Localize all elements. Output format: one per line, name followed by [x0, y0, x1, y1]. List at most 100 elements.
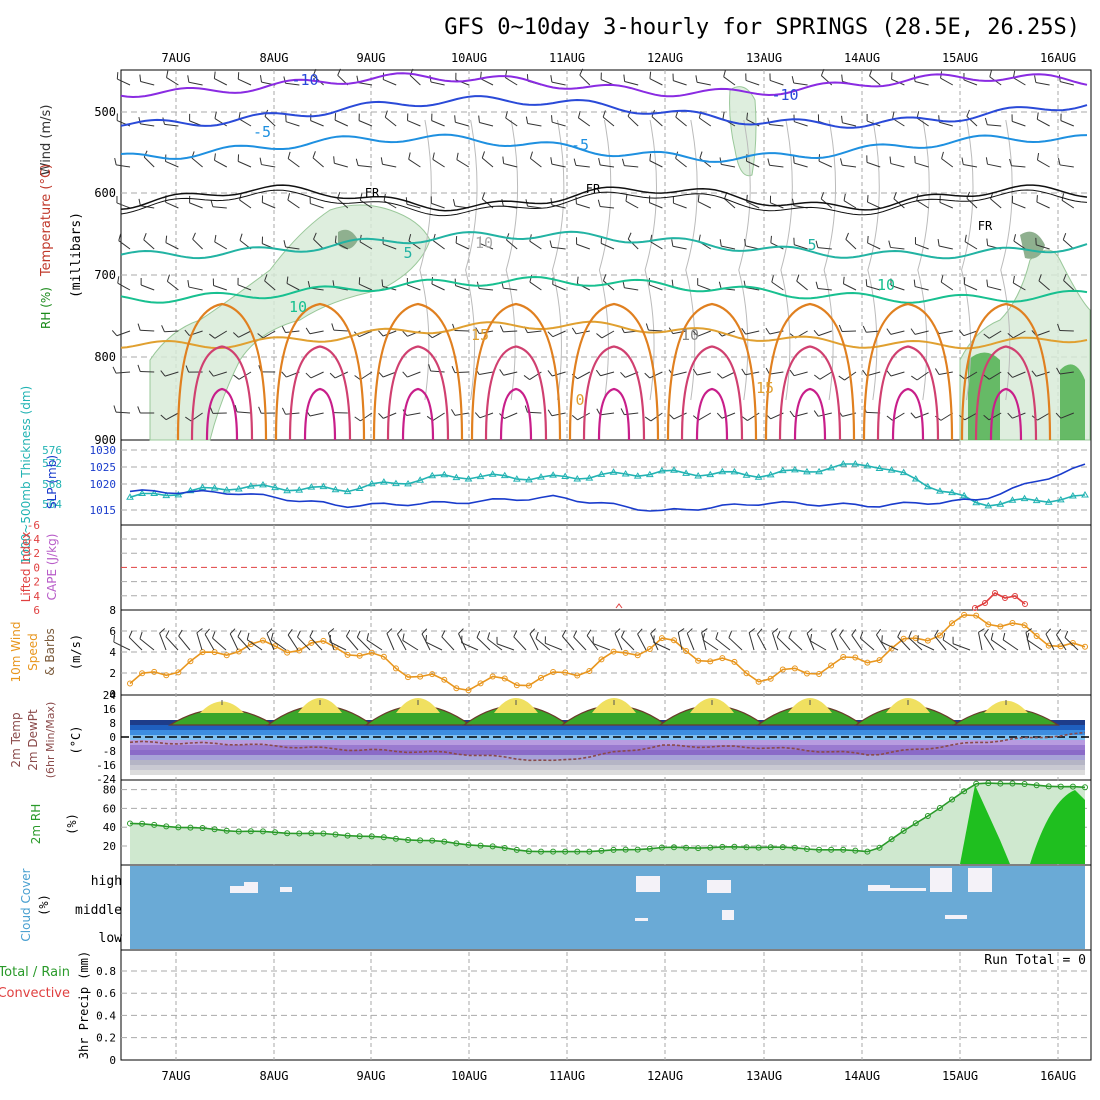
upper-wind-barb: [140, 123, 155, 127]
wind10-tick: 4: [109, 646, 116, 659]
surface-temp-loop: [778, 345, 842, 441]
rh-contour: [780, 119, 793, 401]
wind10-barb-flag: [876, 628, 882, 636]
wind10-barb-flag: [246, 632, 250, 640]
wind10-barb-flag: [366, 633, 370, 641]
cape-point: [1012, 593, 1018, 599]
wind10-barb-flag: [620, 630, 625, 638]
rh-area: [130, 783, 1085, 864]
upper-wind-barb-flag: [187, 75, 190, 83]
upper-wind-barb: [527, 123, 542, 127]
surface-temp-loop: [303, 387, 337, 441]
temp-ylabel-b: 2m DewPt: [26, 709, 40, 771]
upper-wind-barb: [579, 74, 591, 86]
upper-wind-barb: [551, 81, 566, 86]
wind10-speed-point: [634, 652, 641, 659]
thickness-point: [210, 484, 219, 491]
wind10-barb: [196, 632, 203, 651]
wind10-speed-point: [936, 632, 943, 639]
upper-wind-barb: [358, 120, 373, 127]
rh-units: (%): [65, 813, 79, 835]
rh-series-point: [368, 833, 375, 840]
wind10-barb-flag: [237, 630, 242, 637]
upper-wind-barb-flag: [232, 332, 239, 338]
upper-wind-barb: [503, 371, 518, 376]
wind10-barb-flag: [1025, 628, 1033, 633]
temp-band: [130, 760, 1085, 765]
date-label-top: 9AUG: [357, 51, 386, 65]
upper-wind-barb-flag: [644, 372, 651, 379]
upper-wind-barb-flag: [209, 333, 216, 339]
wind10-barb: [476, 637, 491, 651]
upper-wind-barb: [455, 121, 469, 127]
rh-series-point: [707, 844, 714, 851]
upper-wind-barb-flag: [380, 157, 383, 165]
upper-wind-barb: [987, 124, 1002, 127]
upper-wind-barb-flag: [112, 366, 117, 374]
wind10-speed-point: [417, 673, 424, 680]
wind10-barb-flag: [328, 628, 335, 634]
upper-wind-barb: [481, 157, 494, 168]
upper-wind-barb: [309, 412, 324, 417]
wind10-speed-point: [622, 649, 629, 656]
upper-wind-barb: [1012, 202, 1026, 209]
upper-wind-barb-flag: [455, 236, 458, 244]
upper-wind-barb: [578, 117, 591, 127]
wind10-speed-point: [441, 676, 448, 683]
thickness-point: [936, 487, 944, 494]
upper-wind-barb: [966, 116, 978, 127]
upper-wind-barb-flag: [208, 370, 214, 377]
upper-wind-barb: [817, 288, 832, 291]
upper-wind-barb-flag: [984, 117, 988, 125]
cloud-gap: [930, 868, 952, 892]
rh-series-point: [803, 846, 810, 853]
upper-wind-barb: [407, 371, 421, 378]
upper-wind-barb-flag: [525, 116, 529, 124]
thickness-point: [150, 489, 159, 496]
wind10-barb: [1025, 632, 1031, 651]
upper-wind-barb: [285, 121, 300, 127]
thickness-point: [694, 471, 703, 479]
upper-wind-barb-flag: [692, 330, 699, 337]
wind10-speed-point: [187, 658, 194, 665]
wind10-barb-flag: [421, 628, 428, 635]
wind10-barb: [237, 636, 251, 651]
upper-wind-barb: [916, 117, 929, 127]
rh-series-point: [900, 827, 907, 834]
upper-wind-barb: [988, 371, 1002, 380]
temp-contour-m15: [120, 72, 1088, 99]
wind10-barb: [715, 638, 731, 651]
upper-wind-barb-flag: [187, 280, 190, 288]
wind10-barb-flag: [476, 630, 481, 638]
temp-hump-peak: [592, 698, 636, 713]
upper-wind-barb: [430, 81, 445, 86]
surface-temp-loop: [190, 345, 254, 441]
wind10-barb: [977, 632, 983, 651]
thickness-point: [899, 468, 908, 476]
temp-band: [130, 725, 1085, 730]
upper-wind-barb-flag: [137, 323, 141, 331]
upper-wind-barb-flag: [813, 410, 819, 417]
upper-wind-barb-flag: [354, 375, 361, 381]
wind10-speed-point: [610, 648, 617, 655]
upper-wind-barb: [939, 201, 953, 209]
upper-wind-barb: [915, 243, 929, 250]
contour-label: FR: [978, 219, 993, 233]
upper-wind-barb: [990, 198, 1002, 209]
rh-series-point: [683, 844, 690, 851]
upper-wind-barb: [504, 412, 518, 419]
upper-wind-barb: [625, 200, 639, 209]
cloud-gap: [968, 868, 992, 892]
wind10-speed-point: [223, 652, 230, 659]
rh-contour: [644, 119, 657, 401]
wind10-barb-flag: [458, 628, 464, 634]
wind10-speed-line: [129, 614, 1086, 692]
wind10-tick: 6: [109, 625, 116, 638]
upper-wind-barb: [310, 120, 324, 127]
upper-wind-barb: [987, 163, 1002, 168]
upper-wind-barb: [672, 330, 687, 335]
upper-wind-barb: [527, 205, 542, 209]
upper-wind-barb: [964, 283, 978, 291]
thick-left-tick: 564: [42, 498, 62, 511]
wind10-speed-point: [598, 656, 605, 663]
